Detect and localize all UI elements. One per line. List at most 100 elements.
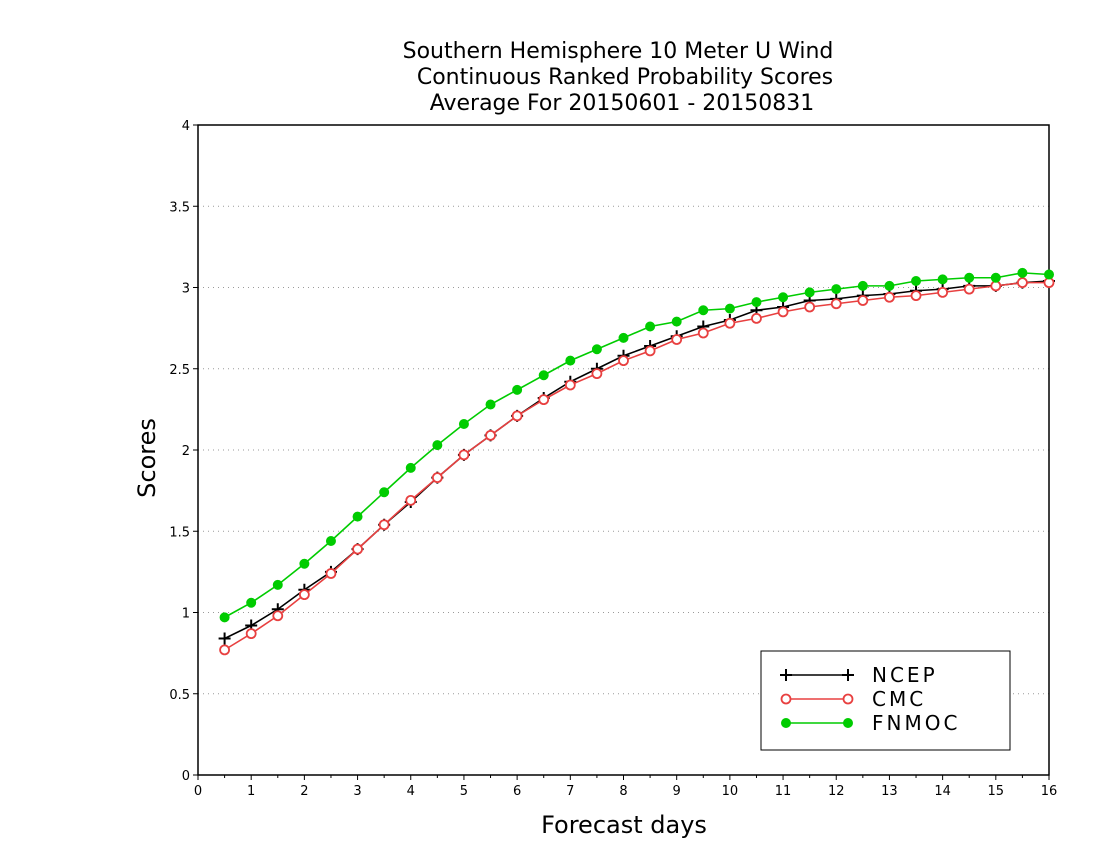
y-tick-label: 0.5 <box>169 688 190 703</box>
data-series <box>218 267 1055 656</box>
cmc-point <box>538 394 550 406</box>
ncep-line <box>224 280 1050 640</box>
cmc-point <box>1017 277 1028 289</box>
cmc-point <box>751 312 762 324</box>
cmc-point <box>618 355 629 367</box>
fnmoc-point <box>645 321 656 332</box>
x-tick-label: 4 <box>407 784 415 799</box>
cmc-point <box>777 306 789 318</box>
cmc-point <box>405 494 417 506</box>
fnmoc-point <box>219 612 230 623</box>
fnmoc-point <box>432 440 443 451</box>
fnmoc-point <box>911 276 922 286</box>
cmc-point <box>857 295 869 306</box>
fnmoc-point <box>512 384 523 395</box>
axis-ticks: 00.511.522.533.540 1 2 3 4 5 6 7 8 9 10 11 12 13 14 15 1… <box>169 119 1057 799</box>
fnmoc-point <box>272 579 283 590</box>
fnmoc-point <box>884 280 895 291</box>
ncep-point <box>218 632 231 645</box>
fnmoc-point <box>857 280 868 291</box>
x-tick-label: 7 <box>566 784 574 799</box>
legend-marker <box>842 693 854 705</box>
cmc-point <box>325 568 337 579</box>
y-tick-label: 3 <box>182 282 190 297</box>
fnmoc-point <box>778 292 789 303</box>
fnmoc-point <box>724 303 735 314</box>
y-tick-label: 4 <box>182 119 190 134</box>
x-tick-label: 11 <box>775 784 792 799</box>
legend-marker <box>780 669 792 681</box>
legend-label-cmc: CMC <box>872 687 926 711</box>
legend-box <box>760 650 1011 751</box>
legend-marker <box>781 718 791 728</box>
cmc-point <box>219 644 230 656</box>
cmc-point <box>937 286 949 298</box>
cmc-point <box>830 298 842 310</box>
y-tick-label: 1.5 <box>169 525 190 540</box>
cmc-point <box>485 429 496 441</box>
y-tick-label: 0 <box>182 769 190 784</box>
fnmoc-point <box>698 305 709 316</box>
cmc-point <box>352 543 363 555</box>
cmc-point <box>644 345 656 357</box>
x-tick-label: 14 <box>934 784 951 799</box>
fnmoc-point <box>964 272 975 283</box>
legend-marker <box>780 693 792 705</box>
x-tick-label: 0 <box>194 784 202 799</box>
cmc-point <box>804 301 816 313</box>
legend-item-ncep: NCEP <box>780 663 938 687</box>
x-tick-label: 9 <box>673 784 681 799</box>
cmc-point <box>963 283 975 295</box>
legend-marker <box>842 669 854 681</box>
fnmoc-line <box>224 272 1050 619</box>
cmc-point <box>431 472 443 484</box>
x-tick-label: 10 <box>722 784 739 799</box>
y-axis-label: Scores <box>133 418 161 498</box>
fnmoc-point <box>352 511 363 522</box>
fnmoc-point <box>299 558 310 569</box>
legend-item-cmc: CMC <box>780 687 926 711</box>
fnmoc-point <box>591 344 602 355</box>
x-tick-label: 8 <box>619 784 627 799</box>
fnmoc-point <box>538 370 549 381</box>
y-tick-label: 2.5 <box>169 363 190 378</box>
fnmoc-point <box>831 284 842 295</box>
x-tick-label: 13 <box>881 784 898 799</box>
fnmoc-point <box>618 332 629 343</box>
cmc-point <box>697 327 709 339</box>
y-tick-label: 2 <box>182 444 190 459</box>
x-tick-label: 3 <box>353 784 361 799</box>
cmc-point <box>724 317 736 329</box>
x-tick-label: 5 <box>460 784 468 799</box>
fnmoc-point <box>937 274 948 285</box>
fnmoc-point <box>990 272 1001 283</box>
series-fnmoc <box>219 267 1054 623</box>
series-ncep <box>218 275 1055 645</box>
x-tick-label: 6 <box>513 784 521 799</box>
fnmoc-point <box>1017 267 1028 278</box>
legend-label-fnmoc: FNMOC <box>872 711 960 735</box>
cmc-point <box>910 290 922 302</box>
cmc-line <box>224 281 1049 651</box>
fnmoc-point <box>379 487 390 498</box>
x-tick-label: 15 <box>988 784 1005 799</box>
grid-lines <box>198 205 1049 695</box>
x-tick-label: 16 <box>1041 784 1058 799</box>
fnmoc-point <box>565 355 576 366</box>
cmc-point <box>671 334 683 345</box>
legend-label-ncep: NCEP <box>872 663 938 687</box>
y-tick-label: 3.5 <box>169 200 190 215</box>
legend-item-fnmoc: FNMOC <box>781 711 960 735</box>
cmc-point <box>272 610 284 622</box>
chart-title-line-1: Southern Hemisphere 10 Meter U Wind <box>403 39 834 64</box>
fnmoc-point <box>325 536 336 546</box>
x-tick-label: 12 <box>828 784 845 799</box>
cmc-point <box>511 410 523 422</box>
x-tick-label: 1 <box>247 784 255 799</box>
fnmoc-point <box>804 287 815 298</box>
x-axis-label: Forecast days <box>541 811 707 839</box>
fnmoc-point <box>458 419 469 429</box>
chart-title: Southern Hemisphere 10 Meter U Wind Cont… <box>403 39 834 116</box>
